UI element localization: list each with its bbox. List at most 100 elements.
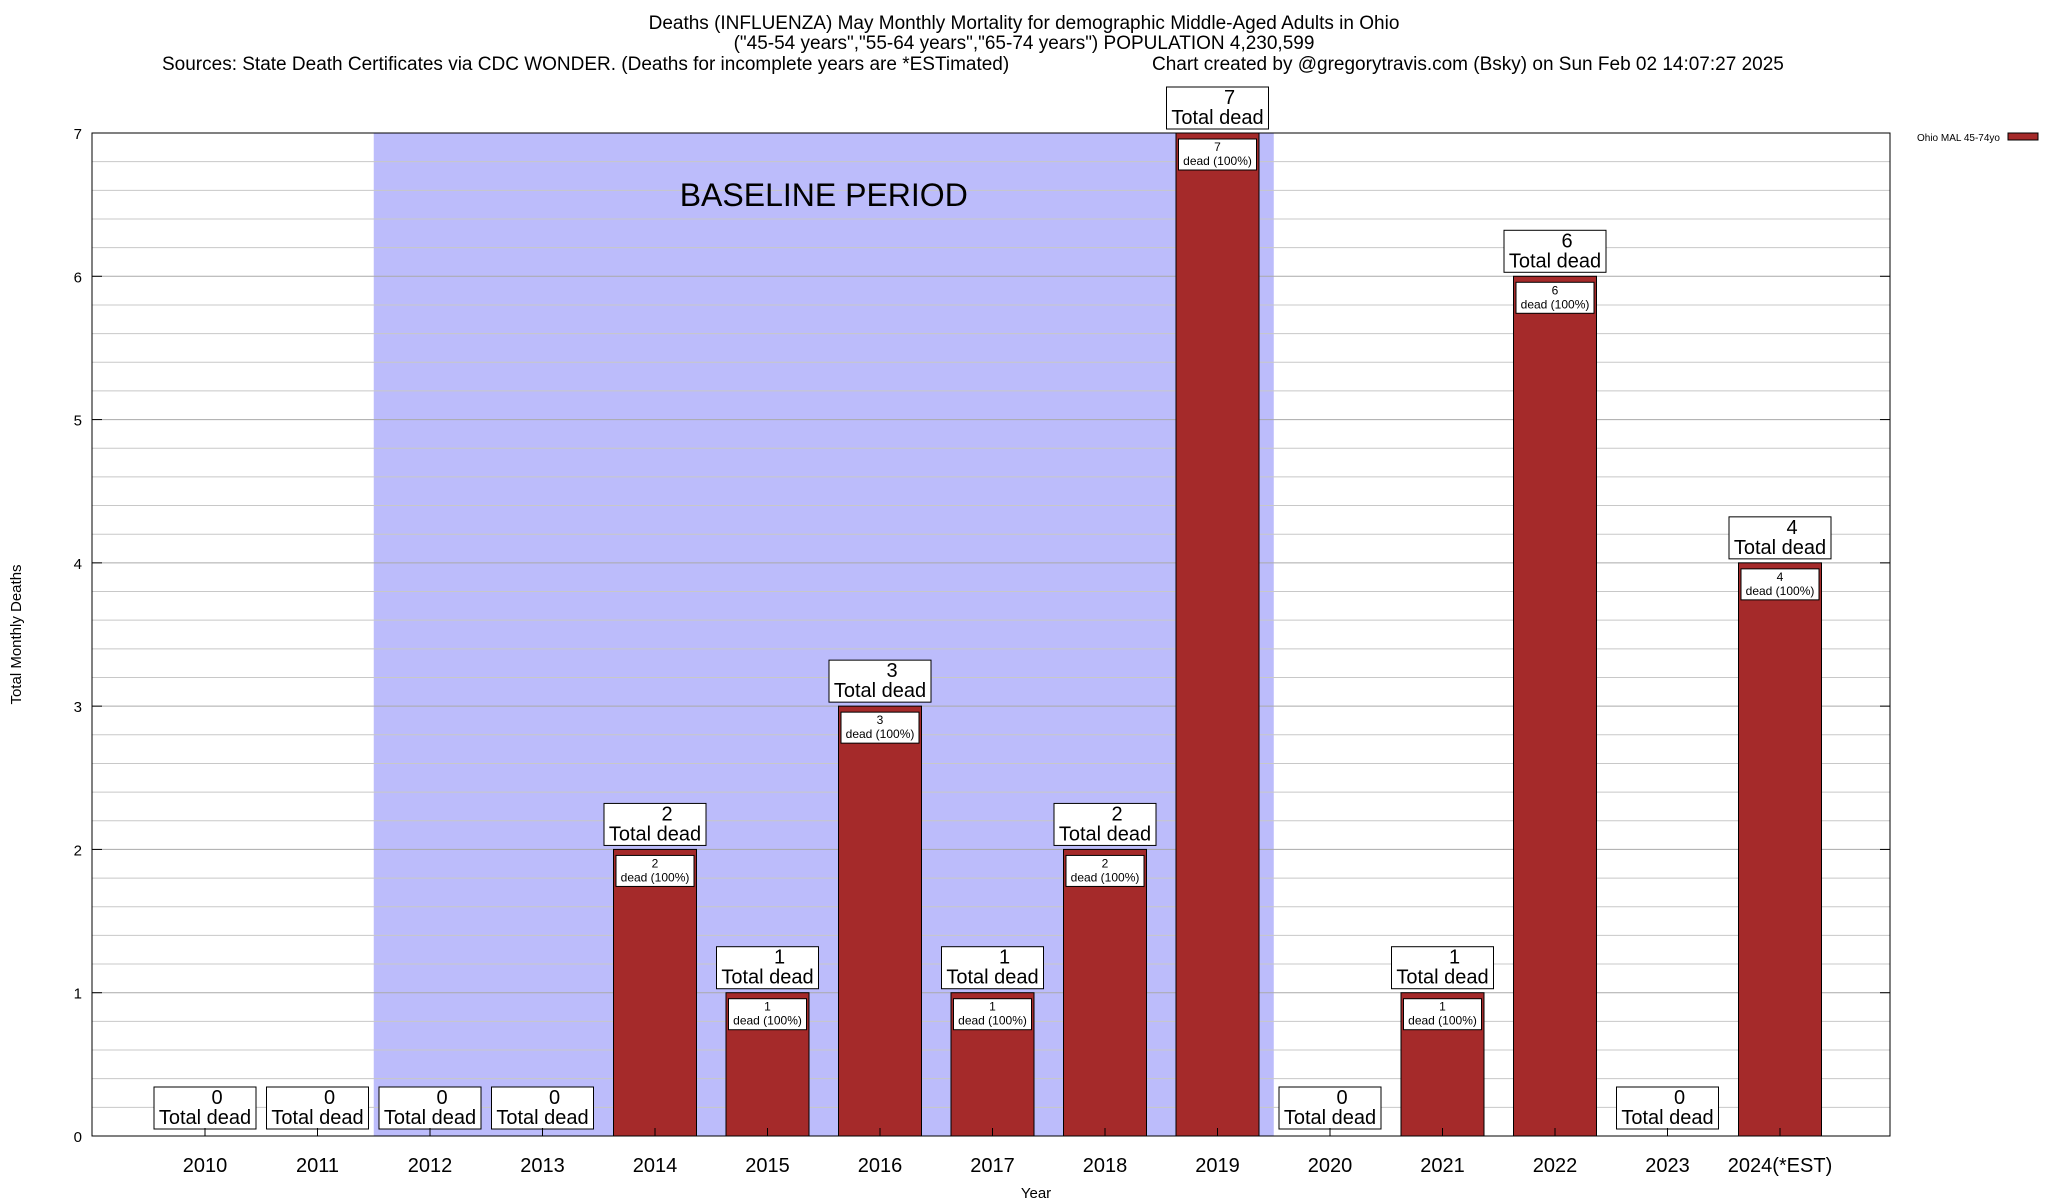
bar-2022 (1513, 275, 1597, 1137)
total-value-2013: 0 (549, 1087, 560, 1109)
bar-2016 (838, 705, 922, 1137)
baseline-label: BASELINE PERIOD (680, 177, 968, 213)
x-tick-label: 2022 (1533, 1155, 1578, 1177)
x-tick-label: 2016 (858, 1155, 903, 1177)
x-tick-label: 2024(*EST) (1728, 1155, 1833, 1177)
total-label-box (1391, 946, 1494, 990)
y-tick-label: 2 (74, 842, 82, 859)
bar-inner-value: 2 (1102, 856, 1109, 870)
total-value-2017: 1 (999, 947, 1010, 969)
x-tick-label: 2013 (520, 1155, 565, 1177)
total-label: Total dead (1059, 823, 1151, 845)
total-label: Total dead (1171, 107, 1263, 129)
x-tick-label: 2021 (1420, 1155, 1465, 1177)
y-tick-label: 1 (74, 986, 82, 1003)
x-tick-label: 2018 (1083, 1155, 1128, 1177)
total-value-2022: 6 (1561, 230, 1572, 252)
bar-inner-label-box (1178, 138, 1257, 171)
total-value-2021: 1 (1449, 947, 1460, 969)
chart-title-block: Deaths (INFLUENZA) May Monthly Mortality… (0, 14, 2048, 54)
total-value-2018: 2 (1111, 803, 1122, 825)
bar-inner-label: dead (100%) (958, 1014, 1027, 1028)
bar-inner-label-box (1403, 998, 1482, 1031)
legend-swatch (2007, 132, 2039, 141)
total-label-box (1053, 802, 1157, 846)
bar-2019 (1175, 132, 1260, 1137)
chart-sources: Sources: State Death Certificates via CD… (162, 54, 1010, 75)
x-tick-label: 2015 (745, 1155, 790, 1177)
bar-inner-label-box (615, 854, 695, 887)
y-tick-label: 5 (74, 413, 82, 430)
total-label: Total dead (1734, 537, 1826, 559)
x-tick-label: 2011 (296, 1155, 339, 1177)
total-label: Total dead (496, 1107, 588, 1129)
x-axis-label: Year (1021, 1185, 1051, 1200)
total-label: Total dead (721, 967, 813, 989)
bar-2018 (1063, 848, 1147, 1137)
bar-2014 (613, 848, 697, 1137)
bar-inner-label: dead (100%) (1071, 870, 1140, 884)
x-tick-label: 2019 (1195, 1155, 1240, 1177)
bar-inner-label: dead (100%) (1521, 297, 1590, 311)
bar-inner-label: dead (100%) (1183, 154, 1252, 168)
x-tick-label: 2010 (183, 1155, 228, 1177)
total-label-box (828, 659, 932, 703)
y-tick-label: 4 (74, 556, 82, 573)
total-label: Total dead (159, 1107, 251, 1129)
bar-inner-label-box (1515, 281, 1595, 314)
y-tick-label: 0 (74, 1129, 82, 1146)
total-label-box (266, 1086, 369, 1130)
legend-label: Ohio MAL 45-74yo (1917, 133, 2000, 144)
chart-subtitle: ("45-54 years","55-64 years","65-74 year… (733, 33, 1315, 54)
total-label-box (378, 1086, 482, 1130)
bar-inner-label-box (728, 998, 807, 1031)
bar-inner-value: 1 (764, 1000, 771, 1014)
y-axis-label: Total Monthly Deaths (8, 564, 25, 704)
bar-inner-value: 1 (989, 1000, 996, 1014)
bar-inner-label-box (1065, 854, 1145, 887)
total-label: Total dead (946, 967, 1038, 989)
x-tick-label: 2014 (633, 1155, 678, 1177)
bar-inner-label-box (840, 711, 920, 744)
total-value-2010: 0 (211, 1087, 222, 1109)
total-label-box (1728, 516, 1832, 560)
total-value-2016: 3 (886, 660, 897, 682)
total-value-2019: 7 (1224, 87, 1235, 109)
bar-inner-label-box (1740, 568, 1820, 601)
bar-inner-value: 3 (877, 713, 884, 727)
total-value-2020: 0 (1336, 1087, 1347, 1109)
bar-inner-value: 1 (1439, 1000, 1446, 1014)
chart-title: Deaths (INFLUENZA) May Monthly Mortality… (648, 13, 1400, 34)
plot-frame (91, 132, 1891, 1137)
total-value-2014: 2 (661, 803, 672, 825)
total-label-box (941, 946, 1044, 990)
bar-inner-value: 7 (1214, 140, 1221, 154)
total-label-box (1503, 229, 1607, 273)
total-value-2023: 0 (1674, 1087, 1685, 1109)
total-value-2012: 0 (436, 1087, 447, 1109)
bar-inner-value: 6 (1552, 283, 1559, 297)
total-label: Total dead (1509, 250, 1601, 272)
y-tick-label: 7 (74, 126, 82, 143)
total-value-2015: 1 (774, 947, 785, 969)
total-label-box (1166, 86, 1269, 130)
total-label-box (1616, 1086, 1719, 1130)
total-label-box (716, 946, 819, 990)
x-tick-label: 2023 (1645, 1155, 1690, 1177)
bar-inner-label: dead (100%) (621, 870, 690, 884)
bar-inner-value: 4 (1777, 570, 1784, 584)
bar-inner-label: dead (100%) (1408, 1014, 1477, 1028)
total-label: Total dead (834, 680, 926, 702)
total-label: Total dead (271, 1107, 363, 1129)
total-label: Total dead (1284, 1107, 1376, 1129)
bar-inner-value: 2 (652, 856, 659, 870)
bar-inner-label: dead (100%) (1746, 584, 1815, 598)
chart-credit: Chart created by @gregorytravis.com (Bsk… (1152, 54, 1784, 75)
total-label-box (491, 1086, 594, 1130)
y-tick-label: 3 (74, 699, 82, 716)
bar-inner-label-box (953, 998, 1032, 1031)
total-label: Total dead (609, 823, 701, 845)
total-label-box (603, 802, 707, 846)
total-value-2011: 0 (324, 1087, 335, 1109)
